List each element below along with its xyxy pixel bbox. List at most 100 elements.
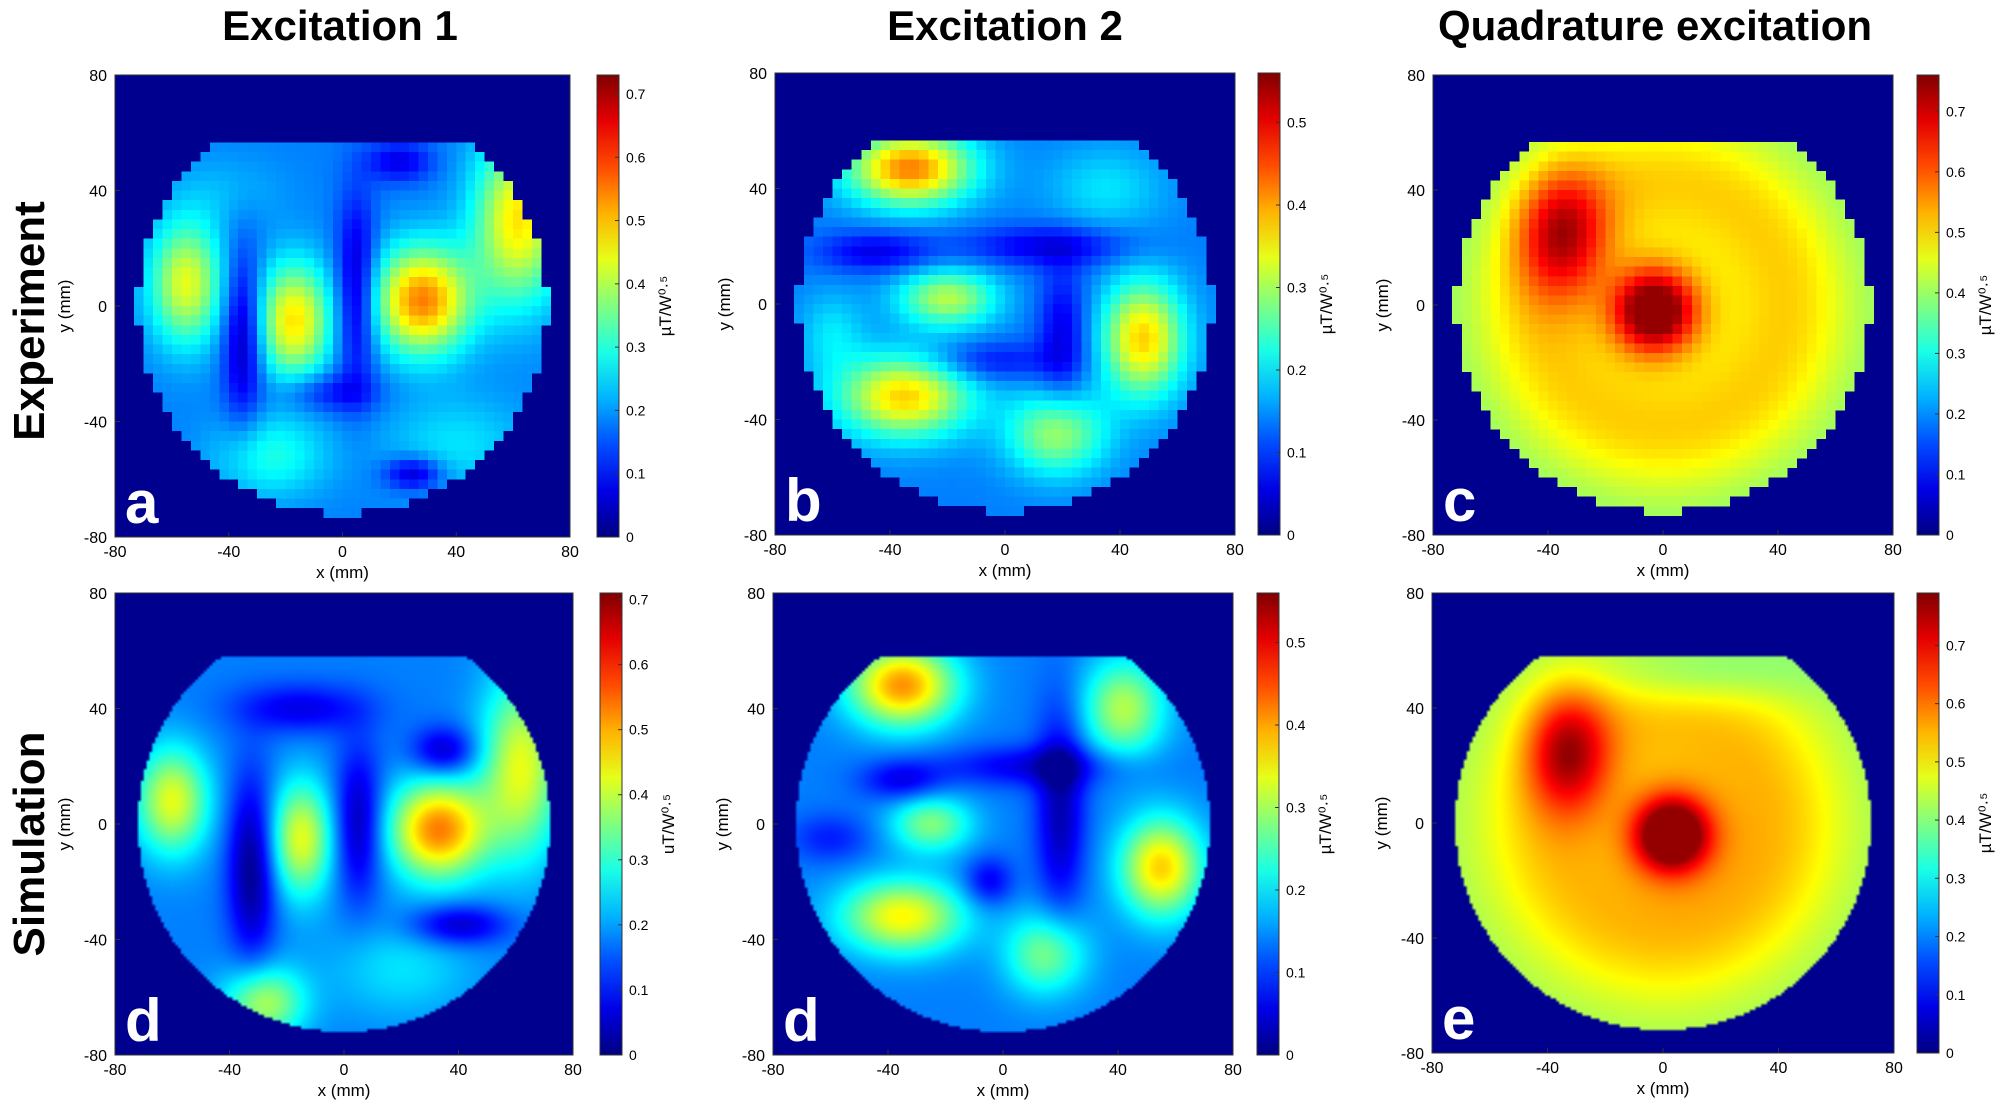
y-tick-label: -40 <box>742 933 765 950</box>
colorbar-tick-label: 0.3 <box>1287 280 1307 296</box>
y-axis-label: y (mm) <box>715 278 734 331</box>
colorbar-label: µT/W⁰·⁵ <box>656 276 675 336</box>
colorbar-tick-label: 0.7 <box>1946 103 1966 119</box>
x-tick-label: -40 <box>218 1062 241 1079</box>
colorbar <box>599 592 623 1056</box>
y-axis-label: y (mm) <box>713 798 732 851</box>
x-tick-label: -40 <box>1536 1060 1559 1077</box>
y-tick-label: 0 <box>1416 298 1425 315</box>
x-tick-label: 40 <box>450 1062 468 1079</box>
colorbar-tick-label: 0.4 <box>1287 197 1307 213</box>
x-tick-label: 80 <box>564 1062 582 1079</box>
y-tick-label: -80 <box>1401 1046 1424 1063</box>
x-tick-label: 80 <box>1884 542 1902 559</box>
x-tick-label: -80 <box>763 542 786 559</box>
colorbar-tick-label: 0 <box>1287 527 1295 543</box>
y-tick-label: 40 <box>747 702 765 719</box>
colorbar-tick-label: 0.6 <box>1946 696 1966 712</box>
y-tick-label: 40 <box>749 182 767 199</box>
x-tick-label: 0 <box>1001 542 1010 559</box>
colorbar-tick-label: 0.1 <box>1946 466 1966 482</box>
x-tick-label: 0 <box>999 1062 1008 1079</box>
y-tick-label: 80 <box>747 586 765 603</box>
panel-letter: c <box>1443 467 1476 534</box>
colorbar-tick-label: 0.5 <box>1946 224 1966 240</box>
x-axis-label: x (mm) <box>316 563 369 582</box>
panel-letter: d <box>783 987 820 1054</box>
colorbar-tick-label: 0.7 <box>626 86 646 102</box>
x-tick-label: 80 <box>1226 542 1244 559</box>
y-tick-label: 80 <box>89 68 107 85</box>
y-tick-label: 80 <box>1406 586 1424 603</box>
y-tick-label: 0 <box>758 297 767 314</box>
colorbar-tick-label: 0.4 <box>1286 717 1306 733</box>
y-tick-label: 0 <box>98 299 107 316</box>
colorbar-tick-label: 0.1 <box>1287 445 1307 461</box>
colorbar-tick-label: 0.7 <box>629 592 649 608</box>
colorbar-tick-label: 0.4 <box>626 276 646 292</box>
column-title-quadrature: Quadrature excitation <box>1437 2 1873 49</box>
heatmap-panel-5: -80 -40 0 40 80 -80 -40 0 40 80 x (mm) y (mm) d 0 0.1 0… <box>713 586 1335 1100</box>
colorbar-tick-label: 0.2 <box>1946 929 1966 945</box>
x-tick-label: -80 <box>761 1062 784 1079</box>
y-tick-label: 40 <box>1406 701 1424 718</box>
colorbar-tick-label: 0.3 <box>1286 800 1306 816</box>
x-tick-label: -40 <box>878 542 901 559</box>
colorbar-tick-label: 0.4 <box>629 787 649 803</box>
colorbar <box>1257 72 1281 536</box>
x-tick-label: 40 <box>1770 1060 1788 1077</box>
heatmap-image <box>115 593 573 1055</box>
y-tick-label: -40 <box>744 413 767 430</box>
heatmap-panel-2: -80 -40 0 40 80 -80 -40 0 40 80 x (mm) y (mm) b 0 0.1 0… <box>715 66 1336 580</box>
colorbar-tick-label: 0.3 <box>629 852 649 868</box>
column-title-excitation-2: Excitation 2 <box>887 2 1123 49</box>
y-axis-label: y (mm) <box>55 280 74 333</box>
colorbar-label: µT/W⁰·⁵ <box>1317 274 1336 334</box>
colorbar-tick-label: 0 <box>1286 1047 1294 1063</box>
heatmap-image <box>775 73 1235 535</box>
colorbar-tick-label: 0.5 <box>1946 754 1966 770</box>
y-tick-label: 0 <box>1415 816 1424 833</box>
y-tick-label: -40 <box>84 415 107 432</box>
panel-letter: d <box>125 987 162 1054</box>
x-axis-label: x (mm) <box>1637 1079 1690 1098</box>
heatmap-image <box>1432 593 1894 1053</box>
x-tick-label: -40 <box>217 544 240 561</box>
x-tick-label: -80 <box>103 544 126 561</box>
colorbar-tick-label: 0 <box>1946 527 1954 543</box>
colorbar-tick-label: 0.5 <box>1287 115 1307 131</box>
y-tick-label: 80 <box>89 586 107 603</box>
colorbar-label: µT/W⁰·⁵ <box>1316 794 1335 854</box>
colorbar <box>1916 592 1940 1054</box>
x-tick-label: 40 <box>1111 542 1129 559</box>
colorbar-tick-label: 0.5 <box>1286 635 1306 651</box>
x-axis-label: x (mm) <box>977 1081 1030 1100</box>
y-tick-label: 0 <box>756 817 765 834</box>
heatmap-panel-6: -80 -40 0 40 80 -80 -40 0 40 80 x (mm) y (mm) e 0 0.1 0… <box>1372 586 1995 1098</box>
x-tick-label: 80 <box>1224 1062 1242 1079</box>
x-tick-label: -40 <box>876 1062 899 1079</box>
y-tick-label: 40 <box>89 184 107 201</box>
colorbar-tick-label: 0.2 <box>1286 882 1306 898</box>
y-tick-label: -80 <box>1402 528 1425 545</box>
colorbar-tick-label: 0.2 <box>1946 406 1966 422</box>
x-tick-label: 0 <box>338 544 347 561</box>
y-axis-label: y (mm) <box>1373 279 1392 332</box>
colorbar-tick-label: 0.6 <box>626 149 646 165</box>
heatmap-image <box>1433 75 1893 535</box>
x-tick-label: -80 <box>1421 542 1444 559</box>
colorbar-label: µT/W⁰·⁵ <box>1976 275 1995 335</box>
colorbar <box>1916 74 1940 536</box>
x-tick-label: 0 <box>340 1062 349 1079</box>
colorbar-tick-label: 0.6 <box>1946 164 1966 180</box>
colorbar-tick-label: 0.7 <box>1946 637 1966 653</box>
x-tick-label: -80 <box>103 1062 126 1079</box>
heatmap-panel-4: -80 -40 0 40 80 -80 -40 0 40 80 x (mm) y (mm) d 0 0.1 0… <box>55 586 678 1100</box>
colorbar-tick-label: 0.4 <box>1946 812 1966 828</box>
heatmap-panel-3: -80 -40 0 40 80 -80 -40 0 40 80 x (mm) y (mm) c 0 0.1 0… <box>1373 68 1995 580</box>
y-tick-label: -40 <box>1401 931 1424 948</box>
panel-letter: b <box>785 467 822 534</box>
x-tick-label: 40 <box>1769 542 1787 559</box>
heatmap-image <box>115 75 570 537</box>
